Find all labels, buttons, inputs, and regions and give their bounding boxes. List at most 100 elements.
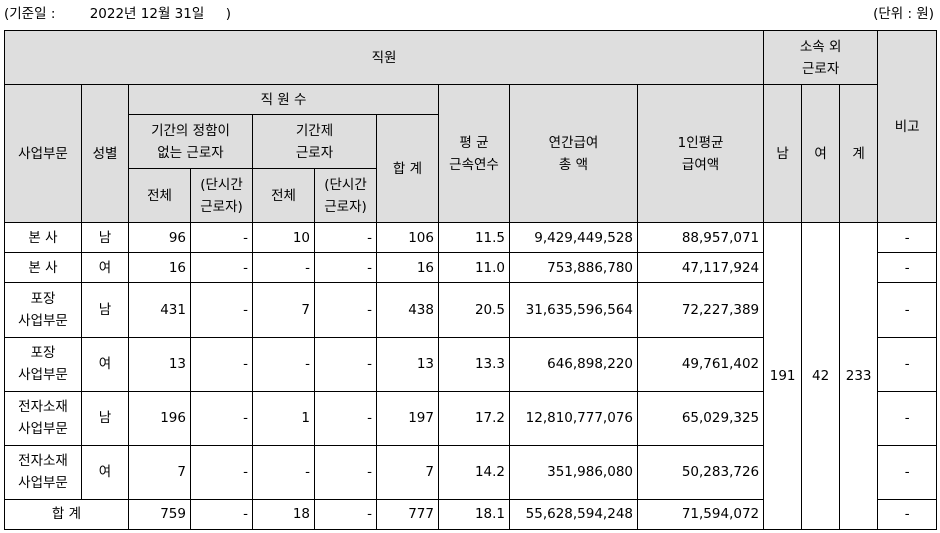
header-fixed-all: 전체 (252, 168, 315, 224)
permanent-total-cell: 16 (128, 252, 191, 284)
permanent-total-cell: 7 (128, 444, 191, 500)
total-label: 합 계 (4, 498, 129, 531)
fixed-total-cell: - (252, 336, 315, 392)
header-division: 사업부문 (4, 84, 82, 224)
permanent-part-time-cell: - (190, 390, 253, 446)
permanent-total-cell: 196 (128, 390, 191, 446)
employee-status-table: 직원 소속 외 근로자 비고 사업부문 성별 직 원 수 평 균 근속연수 연간… (3, 29, 938, 531)
annual-pay-cell: 9,429,449,528 (509, 222, 638, 254)
annual-pay-cell: 31,635,596,564 (509, 282, 638, 338)
header-sum: 합 계 (376, 114, 439, 224)
annual-pay-cell: 351,986,080 (509, 444, 638, 500)
permanent-total-cell: 13 (128, 336, 191, 392)
avg-pay-cell: 65,029,325 (636, 390, 765, 446)
tenure-cell: 11.0 (438, 252, 510, 284)
header-permanent-part-time: (단시간 근로자) (190, 168, 253, 224)
total-row: 합 계 759-18-777 18.1 55,628,594,248 71,594,07… (4, 498, 938, 531)
fixed-part-time-cell: - (314, 282, 377, 338)
header-outsourced-total: 계 (839, 84, 879, 224)
remarks-cell: - (877, 444, 938, 500)
avg-pay-cell: 47,117,924 (636, 252, 765, 284)
division-cell: 포장 사업부문 (4, 282, 82, 338)
outsourced-total-cell: 233 (839, 222, 879, 530)
permanent-part-time-cell: - (190, 282, 253, 338)
sum-cell: 438 (376, 282, 439, 338)
division-cell: 전자소재 사업부문 (4, 390, 82, 446)
remarks-cell: - (877, 390, 938, 446)
header-avg-pay: 1인평균 급여액 (636, 84, 765, 224)
division-cell: 본 사 (4, 222, 82, 254)
fixed-part-time-cell: - (314, 336, 377, 392)
unit-label: (단위 : 원) (873, 6, 934, 22)
total-permanent-part-time: - (190, 498, 253, 531)
sum-cell: 7 (376, 444, 439, 500)
header-avg-tenure: 평 균 근속연수 (438, 84, 510, 224)
permanent-total-cell: 96 (128, 222, 191, 254)
reference-date: (기준일 : 2022년 12월 31일 ) (4, 6, 231, 22)
avg-pay-cell: 88,957,071 (636, 222, 765, 254)
fixed-total-cell: 1 (252, 390, 315, 446)
header-fixed-part-time: (단시간 근로자) (314, 168, 377, 224)
sum-cell: 106 (376, 222, 439, 254)
header-staff: 직원 (3, 29, 765, 86)
tenure-cell: 14.2 (438, 444, 510, 500)
total-fixed-total: 18 (252, 498, 315, 531)
permanent-part-time-cell: - (190, 222, 253, 254)
total-permanent-total: 759 (128, 498, 191, 531)
sum-cell: 13 (376, 336, 439, 392)
division-cell: 전자소재 사업부문 (4, 444, 82, 500)
header-headcount: 직 원 수 (128, 84, 439, 116)
total-avg-pay: 71,594,072 (636, 498, 765, 531)
avg-pay-cell: 49,761,402 (636, 336, 765, 392)
header-annual-pay: 연간급여 총 액 (509, 84, 638, 224)
fixed-part-time-cell: - (314, 444, 377, 500)
permanent-part-time-cell: - (190, 444, 253, 500)
table-row: 본 사 남 96-10-106 11.5 9,429,449,528 88,957,071… (4, 222, 938, 530)
fixed-total-cell: - (252, 252, 315, 284)
permanent-part-time-cell: - (190, 336, 253, 392)
gender-cell: 여 (81, 252, 129, 284)
total-remarks: - (877, 498, 938, 531)
header-remarks: 비고 (877, 29, 938, 224)
division-cell: 본 사 (4, 252, 82, 284)
gender-cell: 남 (81, 282, 129, 338)
tenure-cell: 11.5 (438, 222, 510, 254)
header-outsourced-female: 여 (801, 84, 841, 224)
fixed-total-cell: 10 (252, 222, 315, 254)
header-outsourced-male: 남 (763, 84, 803, 224)
annual-pay-cell: 12,810,777,076 (509, 390, 638, 446)
avg-pay-cell: 72,227,389 (636, 282, 765, 338)
total-fixed-part-time: - (314, 498, 377, 531)
table-row: 포장 사업부문 여 13- - -13 13.3 646,898,220 49,761,402… (4, 336, 938, 392)
header-gender: 성별 (81, 84, 129, 224)
tenure-cell: 17.2 (438, 390, 510, 446)
sum-cell: 197 (376, 390, 439, 446)
table-row: 전자소재 사업부문 남 196-1-197 17.2 12,810,777,076 65,… (4, 390, 938, 446)
division-cell: 포장 사업부문 (4, 336, 82, 392)
sum-cell: 16 (376, 252, 439, 284)
header-permanent-all: 전체 (128, 168, 191, 224)
total-annual-pay: 55,628,594,248 (509, 498, 638, 531)
header-fixed-term: 기간제 근로자 (252, 114, 377, 170)
table-row: 포장 사업부문 남 431-7-438 20.5 31,635,596,564 72,22… (4, 282, 938, 338)
remarks-cell: - (877, 222, 938, 254)
avg-pay-cell: 50,283,726 (636, 444, 765, 500)
fixed-part-time-cell: - (314, 222, 377, 254)
outsourced-female-cell: 42 (801, 222, 841, 530)
remarks-cell: - (877, 252, 938, 284)
fixed-total-cell: 7 (252, 282, 315, 338)
remarks-cell: - (877, 336, 938, 392)
total-sum: 777 (376, 498, 439, 531)
gender-cell: 여 (81, 336, 129, 392)
header-permanent: 기간의 정함이 없는 근로자 (128, 114, 253, 170)
table-row: 전자소재 사업부문 여 7- - -7 14.2 351,986,080 50,283,726… (4, 444, 938, 500)
header-outsourced: 소속 외 근로자 (763, 29, 879, 86)
gender-cell: 남 (81, 222, 129, 254)
annual-pay-cell: 753,886,780 (509, 252, 638, 284)
permanent-total-cell: 431 (128, 282, 191, 338)
outsourced-male-cell: 191 (763, 222, 803, 530)
fixed-part-time-cell: - (314, 390, 377, 446)
tenure-cell: 13.3 (438, 336, 510, 392)
gender-cell: 여 (81, 444, 129, 500)
total-tenure: 18.1 (438, 498, 510, 531)
